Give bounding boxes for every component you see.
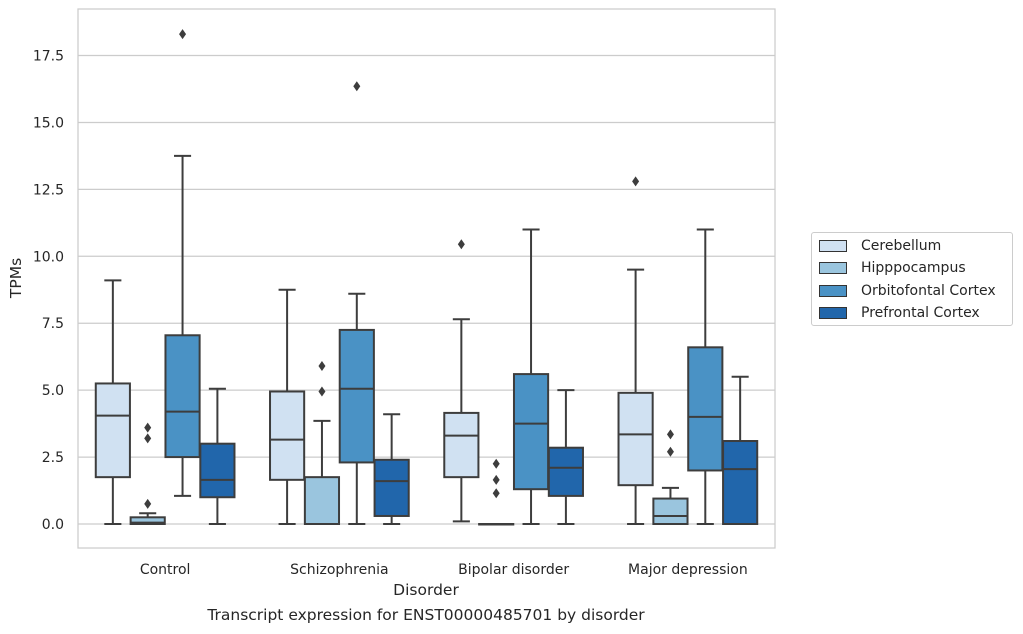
box-hipppocampus xyxy=(478,458,515,526)
outlier-point xyxy=(666,446,674,457)
box-cerebellum xyxy=(269,288,306,525)
y-tick-label: 17.5 xyxy=(33,49,64,65)
box-iqr xyxy=(269,390,306,481)
legend-swatch-prefrontal xyxy=(819,307,847,319)
outlier-point xyxy=(492,488,500,499)
y-tick-label: 10.0 xyxy=(33,249,64,265)
x-tick-label: Schizophrenia xyxy=(290,562,388,578)
outlier-point xyxy=(318,361,326,372)
legend-item-cerebellum: Cerebellum xyxy=(819,236,941,256)
box-hipppocampus xyxy=(652,429,689,526)
legend-label: Orbitofontal Cortex xyxy=(861,283,996,299)
legend-label: Cerebellum xyxy=(861,238,942,254)
outlier-point xyxy=(492,474,500,485)
legend-swatch-cerebellum xyxy=(819,240,847,252)
box-iqr xyxy=(617,391,654,487)
box-cerebellum xyxy=(617,176,654,525)
box-iqr xyxy=(303,476,341,525)
x-tick-label: Control xyxy=(140,562,191,578)
outlier-point xyxy=(632,176,640,187)
outlier-point xyxy=(492,458,500,469)
y-tick-label: 15.0 xyxy=(33,115,64,131)
outlier-point xyxy=(666,429,674,440)
x-tick-labels: Control Schizophrenia Bipolar disorder Majo… xyxy=(140,562,748,578)
box-cerebellum xyxy=(443,239,480,523)
outlier-point xyxy=(144,433,152,444)
y-tick-label: 7.5 xyxy=(42,316,64,332)
outlier-point xyxy=(318,386,326,397)
plot-area xyxy=(77,8,776,549)
y-tick-label: 12.5 xyxy=(33,182,64,198)
y-tick-label: 2.5 xyxy=(42,450,64,466)
y-tick-labels: 0.0 2.5 5.0 7.5 10.0 12.5 15.0 17.5 xyxy=(33,49,64,533)
chart-caption: Transcript expression for ENST0000048570… xyxy=(207,606,645,624)
box-iqr xyxy=(373,458,410,517)
box-iqr xyxy=(652,497,689,526)
outlier-point xyxy=(179,29,187,40)
box-iqr xyxy=(164,334,201,459)
x-axis-label: Disorder xyxy=(393,581,459,599)
box-cerebellum xyxy=(94,279,131,525)
legend-item-orbitofrontal: Orbitofontal Cortex xyxy=(819,281,996,301)
box-iqr xyxy=(512,373,550,491)
x-tick-label: Bipolar disorder xyxy=(458,562,569,578)
box-orbitofontal-cortex xyxy=(164,29,201,497)
box-prefrontal-cortex xyxy=(722,375,759,525)
legend-item-prefrontal: Prefrontal Cortex xyxy=(819,303,980,323)
box-hipppocampus xyxy=(129,422,166,525)
legend: Cerebellum Hipppocampus Orbitofontal Cor… xyxy=(811,232,1013,326)
y-tick-label: 5.0 xyxy=(42,383,64,399)
box-iqr xyxy=(547,446,584,497)
box-prefrontal-cortex xyxy=(373,413,410,525)
legend-item-hippocampus: Hipppocampus xyxy=(819,258,966,278)
box-iqr xyxy=(722,440,759,525)
outlier-point xyxy=(144,422,152,433)
x-tick-label: Major depression xyxy=(628,562,748,578)
box-iqr xyxy=(94,382,131,479)
box-orbitofontal-cortex xyxy=(687,228,724,525)
box-iqr xyxy=(199,442,236,499)
box-prefrontal-cortex xyxy=(547,389,584,525)
outlier-point xyxy=(457,239,465,250)
legend-swatch-hippocampus xyxy=(819,262,847,274)
legend-swatch-orbitofrontal xyxy=(819,285,847,297)
boxes-group xyxy=(94,29,759,526)
y-axis-label: TPMs xyxy=(7,258,25,299)
box-iqr xyxy=(443,411,480,479)
box-iqr xyxy=(129,516,166,525)
legend-label: Hipppocampus xyxy=(861,260,966,276)
box-hipppocampus xyxy=(303,361,341,525)
y-tick-label: 0.0 xyxy=(42,517,64,533)
outlier-point xyxy=(144,498,152,509)
box-iqr xyxy=(687,346,724,472)
box-orbitofontal-cortex xyxy=(338,81,375,525)
box-orbitofontal-cortex xyxy=(512,228,550,525)
box-prefrontal-cortex xyxy=(199,387,236,525)
outlier-point xyxy=(353,81,361,92)
box-iqr xyxy=(338,328,375,464)
legend-label: Prefrontal Cortex xyxy=(861,305,980,321)
